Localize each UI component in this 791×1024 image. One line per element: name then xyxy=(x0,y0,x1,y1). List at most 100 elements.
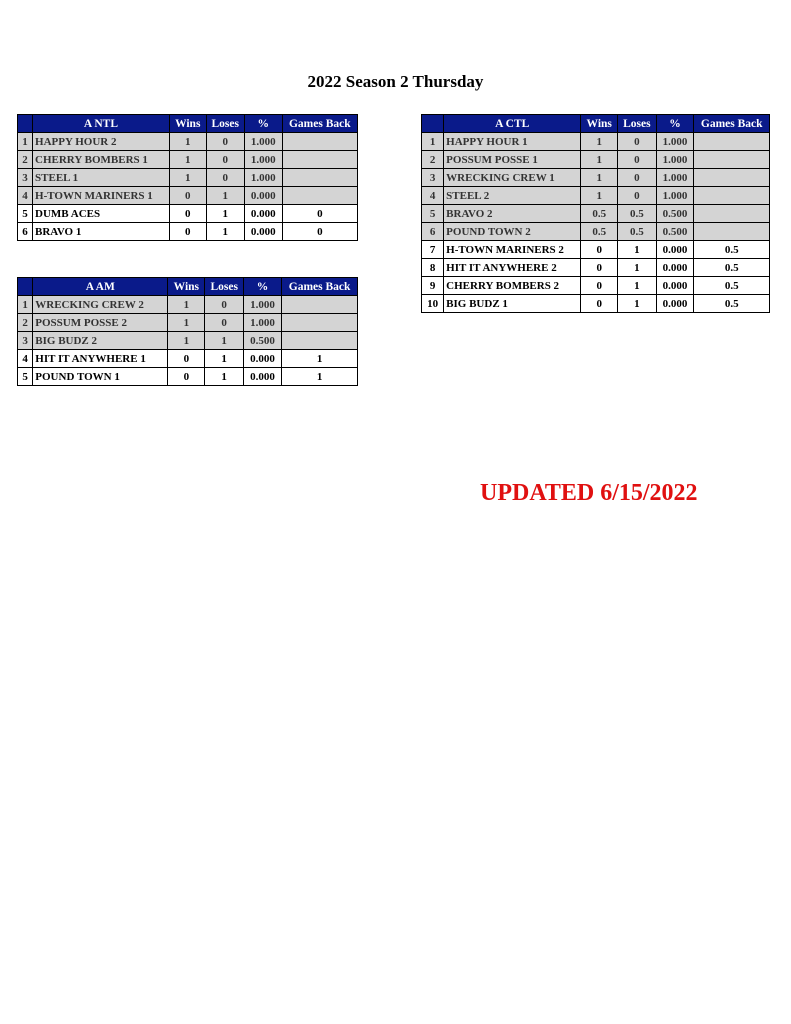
pct-header: % xyxy=(242,277,283,296)
rank-cell: 4 xyxy=(16,186,34,205)
games-back-cell xyxy=(693,204,770,223)
pct-cell: 0.000 xyxy=(242,367,283,386)
wins-header: Wins xyxy=(580,114,619,133)
rank-cell: 7 xyxy=(420,240,445,259)
pct-cell: 1.000 xyxy=(655,132,695,151)
loses-cell: 1 xyxy=(617,240,657,259)
team-cell: CHERRY BOMBERS 1 xyxy=(32,150,170,169)
wins-cell: 0 xyxy=(580,294,619,313)
rank-cell: 6 xyxy=(420,222,445,241)
team-cell: H-TOWN MARINERS 1 xyxy=(32,186,170,205)
pct-cell: 0.000 xyxy=(243,222,283,241)
loses-cell: 0 xyxy=(617,186,657,205)
team-cell: POUND TOWN 2 xyxy=(443,222,582,241)
team-cell: H-TOWN MARINERS 2 xyxy=(443,240,582,259)
wins-cell: 0 xyxy=(580,258,619,277)
loses-header: Loses xyxy=(204,277,244,296)
loses-cell: 1 xyxy=(617,294,657,313)
wins-cell: 1 xyxy=(580,132,619,151)
rank-cell: 6 xyxy=(16,222,34,241)
loses-cell: 1 xyxy=(617,258,657,277)
division-header: A NTL xyxy=(32,114,170,133)
pct-cell: 1.000 xyxy=(242,295,283,314)
loses-cell: 0 xyxy=(205,168,245,187)
team-cell: POSSUM POSSE 1 xyxy=(443,150,582,169)
team-cell: HAPPY HOUR 1 xyxy=(443,132,582,151)
rank-cell: 9 xyxy=(420,276,445,295)
rank-cell: 1 xyxy=(420,132,445,151)
loses-cell: 0 xyxy=(617,132,657,151)
games-back-cell: 0.5 xyxy=(693,258,770,277)
loses-cell: 1 xyxy=(204,349,244,368)
standings-table-a-ctl: A CTL Wins Loses% Games Back 1 HAPPY HOUR 1… xyxy=(420,114,770,313)
rank-cell: 5 xyxy=(16,204,34,223)
games-back-cell: 1 xyxy=(281,349,358,368)
games-back-cell xyxy=(693,150,770,169)
rank-cell: 5 xyxy=(420,204,445,223)
rank-cell: 2 xyxy=(420,150,445,169)
pct-cell: 0.000 xyxy=(242,349,283,368)
wins-header: Wins xyxy=(168,114,207,133)
standings-table-a-am: A AM Wins Loses% Games Back 1 WRECKING CREW… xyxy=(16,277,358,386)
pct-header: % xyxy=(655,114,695,133)
games-back-cell: 0.5 xyxy=(693,276,770,295)
wins-cell: 1 xyxy=(167,313,206,332)
pct-cell: 0.500 xyxy=(655,204,695,223)
loses-cell: 0 xyxy=(617,168,657,187)
table-row: 5 DUMB ACES 0 1 0.000 0 xyxy=(16,204,359,223)
games-back-cell xyxy=(693,132,770,151)
rank-cell: 2 xyxy=(16,313,34,332)
games-back-cell: 0 xyxy=(281,204,359,223)
games-back-cell xyxy=(693,168,770,187)
rank-cell: 10 xyxy=(420,294,445,313)
team-cell: BIG BUDZ 1 xyxy=(443,294,582,313)
team-cell: BIG BUDZ 2 xyxy=(32,331,169,350)
updated-notice: UPDATED 6/15/2022 xyxy=(480,480,698,506)
loses-cell: 1 xyxy=(205,222,245,241)
pct-cell: 0.500 xyxy=(242,331,283,350)
table-row: 1 WRECKING CREW 2 1 0 1.000 xyxy=(16,295,358,314)
games-back-cell xyxy=(281,150,359,169)
pct-cell: 1.000 xyxy=(243,150,283,169)
games-back-cell xyxy=(281,295,358,314)
loses-cell: 0.5 xyxy=(617,222,657,241)
table-row: 2 POSSUM POSSE 1 1 0 1.000 xyxy=(420,150,770,169)
pct-cell: 0.000 xyxy=(655,240,695,259)
table-row: 4 HIT IT ANYWHERE 1 0 1 0.000 1 xyxy=(16,349,358,368)
pct-cell: 1.000 xyxy=(242,313,283,332)
wins-cell: 0 xyxy=(168,186,207,205)
rank-header xyxy=(420,114,445,133)
rank-cell: 4 xyxy=(420,186,445,205)
header-row: A CTL Wins Loses% Games Back xyxy=(420,114,770,133)
loses-cell: 0 xyxy=(204,313,244,332)
games-back-cell xyxy=(693,222,770,241)
loses-cell: 0 xyxy=(617,150,657,169)
table-row: 2 POSSUM POSSE 2 1 0 1.000 xyxy=(16,313,358,332)
table-row: 1 HAPPY HOUR 1 1 0 1.000 xyxy=(420,132,770,151)
wins-cell: 0.5 xyxy=(580,204,619,223)
header-row: A AM Wins Loses% Games Back xyxy=(16,277,358,296)
rank-cell: 3 xyxy=(420,168,445,187)
team-cell: WRECKING CREW 2 xyxy=(32,295,169,314)
loses-cell: 0 xyxy=(205,132,245,151)
wins-cell: 0 xyxy=(167,367,206,386)
rank-cell: 8 xyxy=(420,258,445,277)
team-cell: HIT IT ANYWHERE 2 xyxy=(443,258,582,277)
team-cell: CHERRY BOMBERS 2 xyxy=(443,276,582,295)
table-row: 3 WRECKING CREW 1 1 0 1.000 xyxy=(420,168,770,187)
table-row: 1 HAPPY HOUR 2 1 0 1.000 xyxy=(16,132,359,151)
pct-cell: 1.000 xyxy=(243,168,283,187)
loses-cell: 1 xyxy=(205,204,245,223)
team-cell: POSSUM POSSE 2 xyxy=(32,313,169,332)
division-header: A AM xyxy=(32,277,169,296)
wins-cell: 1 xyxy=(167,331,206,350)
table-row: 5 POUND TOWN 1 0 1 0.000 1 xyxy=(16,367,358,386)
loses-cell: 0 xyxy=(204,295,244,314)
table-row: 3 STEEL 1 1 0 1.000 xyxy=(16,168,359,187)
team-cell: DUMB ACES xyxy=(32,204,170,223)
loses-header: Loses xyxy=(205,114,245,133)
rank-header xyxy=(16,114,34,133)
rank-cell: 5 xyxy=(16,367,34,386)
wins-cell: 1 xyxy=(580,168,619,187)
loses-cell: 0 xyxy=(205,150,245,169)
